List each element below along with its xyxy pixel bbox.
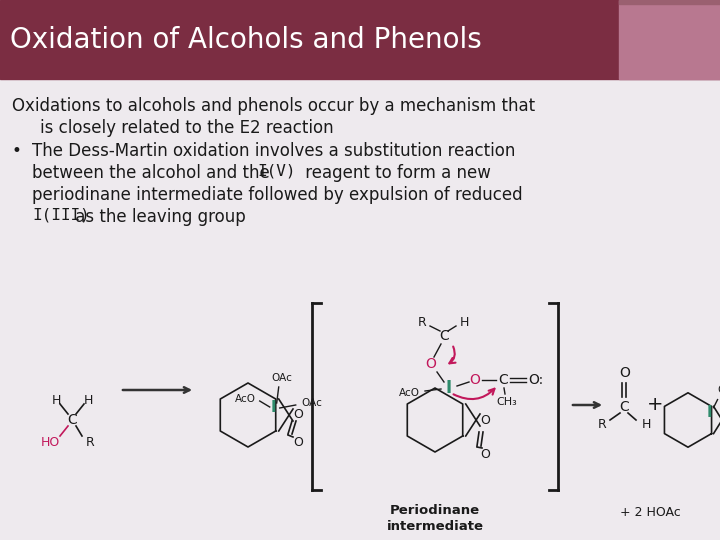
Text: O: O [469, 373, 480, 387]
Text: H: H [84, 394, 93, 407]
Bar [619, 0, 720, 79]
Text: I: I [271, 401, 276, 415]
Text: •: • [12, 142, 22, 160]
Text: HO: HO [40, 435, 60, 449]
FancyArrowPatch shape [454, 389, 495, 399]
Bar [0, 0, 720, 79]
Text: +: + [647, 395, 663, 415]
Text: I(III): I(III) [32, 208, 90, 223]
Text: + 2 HOAc: + 2 HOAc [620, 505, 680, 518]
Text: H: H [642, 418, 651, 431]
Text: Oxidation of Alcohols and Phenols: Oxidation of Alcohols and Phenols [10, 25, 482, 53]
Text: OAc: OAc [271, 373, 292, 383]
Text: O: O [293, 408, 303, 422]
Text: R: R [598, 418, 606, 431]
Text: O:: O: [528, 373, 544, 387]
Text: C: C [67, 413, 77, 427]
Text: R: R [418, 315, 426, 328]
Text: C: C [619, 400, 629, 414]
Text: H: H [459, 315, 469, 328]
Text: O: O [426, 357, 436, 371]
Text: C: C [439, 329, 449, 343]
Text: is closely related to the E2 reaction: is closely related to the E2 reaction [40, 119, 333, 137]
Text: O: O [480, 414, 490, 427]
Text: H: H [51, 394, 60, 407]
Text: reagent to form a new: reagent to form a new [300, 164, 491, 182]
Text: O: O [480, 449, 490, 462]
Text: O: O [293, 436, 303, 449]
Text: AcO: AcO [398, 388, 420, 398]
Text: The Dess-Martin oxidation involves a substitution reaction: The Dess-Martin oxidation involves a sub… [32, 142, 516, 160]
Text: as the leaving group: as the leaving group [70, 208, 246, 226]
Text: I: I [446, 379, 452, 397]
Text: intermediate: intermediate [387, 520, 484, 533]
Bar [619, 0, 720, 4]
Text: periodinane intermediate followed by expulsion of reduced: periodinane intermediate followed by exp… [32, 186, 523, 204]
FancyArrowPatch shape [449, 347, 456, 363]
Text: CH₃: CH₃ [497, 397, 518, 407]
Text: OAc: OAc [301, 398, 322, 408]
Text: O: O [620, 366, 631, 380]
Text: I: I [707, 405, 712, 420]
Text: Oxidations to alcohols and phenols occur by a mechanism that: Oxidations to alcohols and phenols occur… [12, 97, 535, 115]
Text: C: C [498, 373, 508, 387]
Text: between the alcohol and the: between the alcohol and the [32, 164, 275, 182]
Text: OAc: OAc [717, 384, 720, 395]
Text: I(V): I(V) [257, 164, 295, 179]
Text: R: R [86, 435, 94, 449]
Text: AcO: AcO [235, 394, 256, 404]
Text: Periodinane: Periodinane [390, 504, 480, 517]
